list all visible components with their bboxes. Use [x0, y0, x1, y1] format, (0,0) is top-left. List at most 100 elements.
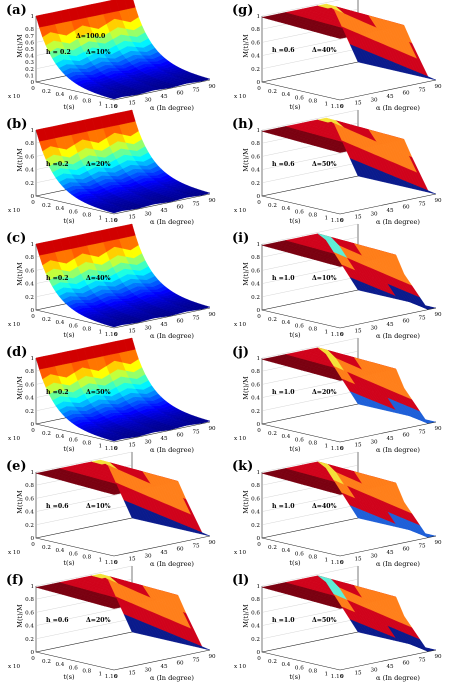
alpha-tick-label: 30 — [370, 667, 378, 673]
t-tick-label: 0.2 — [42, 545, 51, 551]
alpha-tick-label: 75 — [192, 315, 200, 321]
gridline — [35, 565, 133, 587]
alpha-tick-label: 0 — [340, 104, 344, 110]
annotation: h =0.6 — [46, 503, 69, 510]
t-exponent-label: x 10 — [8, 664, 20, 670]
x-axis-label: t(s) — [63, 673, 75, 681]
m-tick-label: 0.2 — [25, 523, 34, 529]
alpha-tick-label: 15 — [354, 443, 362, 449]
t-tick-label: 0.6 — [69, 551, 78, 557]
m-tick-label: 0.6 — [25, 154, 34, 160]
alpha-tick-label: 0 — [114, 218, 118, 224]
m-tick-label: 0.8 — [25, 141, 34, 147]
t-tick-label: 0.4 — [55, 548, 64, 554]
m-tick-label: 0.8 — [251, 255, 260, 261]
x-axis-label: t(s) — [289, 445, 301, 453]
m-tick-label: 0.6 — [25, 40, 34, 46]
alpha-tick-label: 15 — [354, 557, 362, 563]
panel-label: (h) — [232, 117, 254, 132]
t-tick-label: 1.16 — [105, 446, 118, 452]
t-tick-label: 0.6 — [295, 209, 304, 215]
alpha-tick-label: 60 — [402, 433, 410, 439]
t-tick-label: 1.16 — [331, 446, 344, 452]
m-tick-label: 0.8 — [25, 483, 34, 489]
m-tick-label: 1 — [256, 128, 260, 134]
alpha-tick-label: 45 — [386, 322, 394, 328]
t-tick-label: 0 — [31, 314, 35, 320]
t-tick-label: 0.4 — [55, 92, 64, 98]
alpha-tick-label: 30 — [370, 97, 378, 103]
panel-label: (b) — [6, 117, 27, 132]
t-tick-label: 0.4 — [281, 92, 290, 98]
t-tick-label: 1.16 — [331, 218, 344, 224]
alpha-tick-label: 45 — [160, 664, 168, 670]
alpha-tick-label: 75 — [418, 315, 426, 321]
alpha-tick-label: 60 — [176, 547, 184, 553]
surface — [35, 223, 211, 328]
surface-cell — [349, 619, 362, 634]
alpha-tick-label: 30 — [144, 325, 152, 331]
panel-a: (a)00.10.20.30.40.50.60.70.8100.20.40.60… — [6, 0, 216, 112]
m-tick-label: 1 — [30, 356, 34, 362]
t-tick-label: 1.16 — [331, 560, 344, 566]
t-tick-label: 0.2 — [42, 203, 51, 209]
surface — [261, 3, 437, 81]
annotation: h =0.2 — [46, 275, 69, 282]
front-axes — [35, 193, 211, 215]
alpha-tick-label: 15 — [128, 329, 136, 335]
surface-cell — [123, 223, 136, 238]
t-tick-label: 1 — [98, 102, 102, 108]
t-tick-label: 0.4 — [55, 206, 64, 212]
t-tick-label: 1 — [324, 444, 328, 450]
annotation: Δ=40% — [312, 503, 337, 510]
panel-label: (g) — [232, 3, 253, 18]
annotation: h =1.0 — [272, 389, 295, 396]
t-tick-label: 0.2 — [268, 203, 277, 209]
surface-cell — [123, 614, 136, 634]
x-axis-label: t(s) — [63, 217, 75, 225]
t-tick-label: 0.2 — [268, 659, 277, 665]
t-exponent-label: x 10 — [8, 94, 20, 100]
alpha-tick-label: 75 — [192, 429, 200, 435]
m-tick-label: 0.6 — [251, 40, 260, 46]
alpha-tick-label: 0 — [114, 332, 118, 338]
alpha-tick-label: 30 — [144, 439, 152, 445]
surface-cell — [349, 44, 362, 64]
alpha-tick-label: 0 — [114, 560, 118, 566]
t-exponent-label: x 10 — [234, 664, 246, 670]
t-tick-label: 1 — [98, 216, 102, 222]
gridline — [261, 263, 359, 284]
surface-cell — [349, 391, 362, 406]
m-tick-label: 0.4 — [251, 624, 260, 630]
t-tick-label: 0.6 — [69, 95, 78, 101]
t-exponent-label: x 10 — [234, 94, 246, 100]
m-tick-label: 1 — [30, 470, 34, 476]
x-axis-label: t(s) — [63, 103, 75, 111]
m-tick-label: 0.2 — [251, 409, 260, 415]
alpha-tick-label: 45 — [160, 94, 168, 100]
m-tick-label: 0.8 — [251, 597, 260, 603]
t-tick-label: 0 — [31, 656, 35, 662]
annotation: Δ=50% — [312, 617, 337, 624]
y-axis-label: M(t)/M — [242, 34, 250, 58]
alpha-tick-label: 30 — [144, 97, 152, 103]
m-tick-label: 0.6 — [251, 268, 260, 274]
m-tick-label: 0.8 — [251, 27, 260, 33]
alpha-axis-label: α (In degree) — [150, 674, 194, 682]
annotation: Δ=50% — [86, 389, 111, 396]
alpha-tick-label: 75 — [192, 543, 200, 549]
t-tick-label: 1 — [98, 444, 102, 450]
m-tick-label: 0 — [30, 650, 34, 656]
alpha-tick-label: 30 — [370, 553, 378, 559]
panel-label: (c) — [6, 231, 26, 246]
m-tick-label: 0 — [30, 194, 34, 200]
alpha-tick-label: 90 — [434, 540, 442, 546]
front-axes — [261, 535, 437, 557]
alpha-tick-label: 90 — [434, 312, 442, 318]
alpha-axis-label: α (In degree) — [376, 332, 420, 340]
t-tick-label: 0 — [257, 542, 261, 548]
